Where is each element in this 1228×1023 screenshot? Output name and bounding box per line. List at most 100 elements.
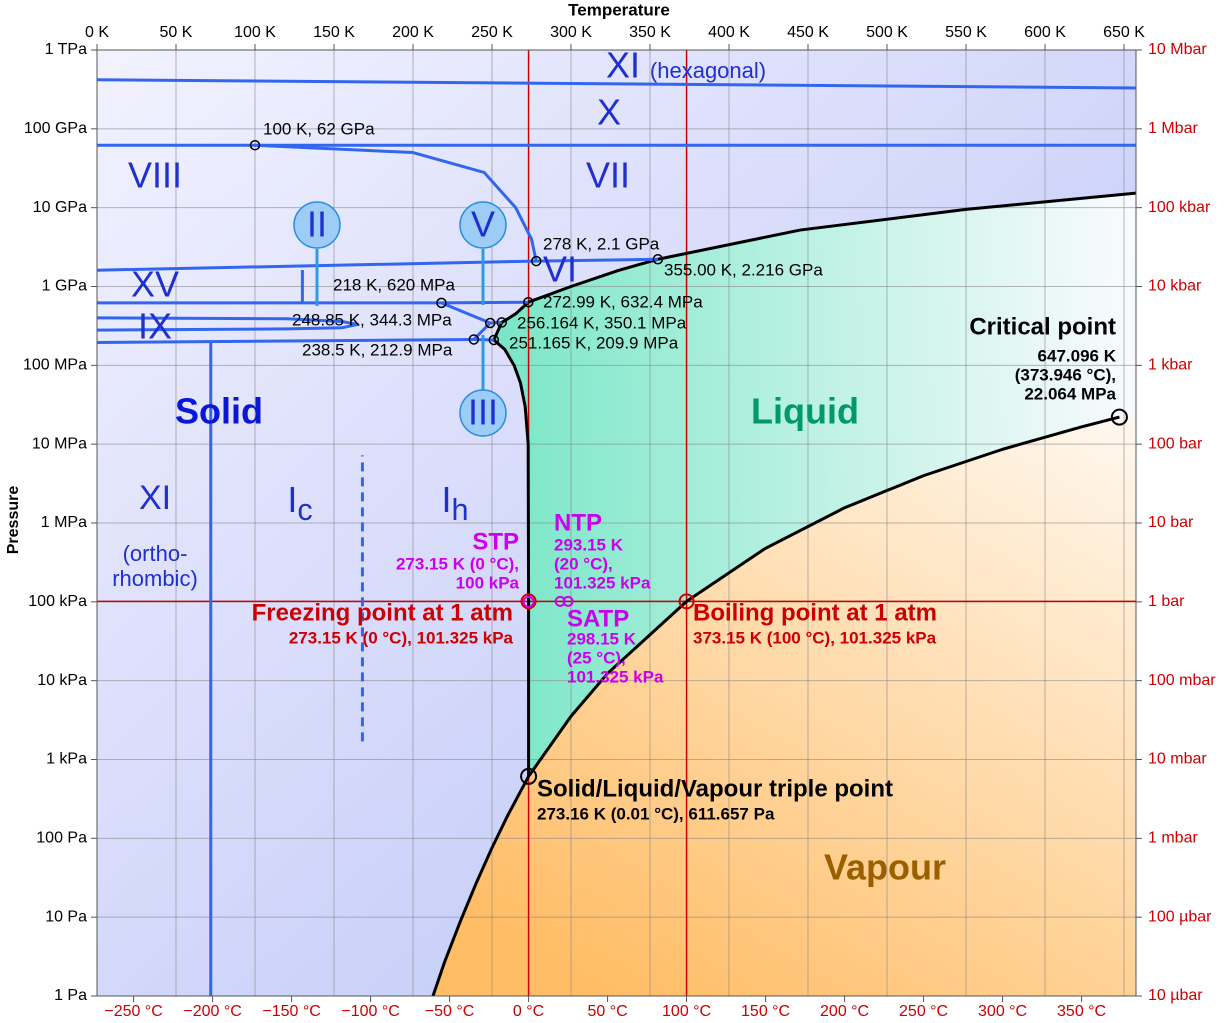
y-tick-label: 1 Pa <box>54 987 87 1004</box>
point-label: 218 K, 620 MPa <box>333 275 455 294</box>
special-point-detail: 373.15 K (100 °C), 101.325 kPa <box>693 628 937 647</box>
special-point-detail: 298.15 K <box>567 629 637 648</box>
y2-tick-label: 1 bar <box>1148 593 1185 610</box>
x-tick-label: 300 K <box>550 24 592 41</box>
region-label: VIII <box>128 155 182 196</box>
y-tick-label: 10 MPa <box>32 435 87 452</box>
x-tick-label: 0 K <box>85 24 109 41</box>
special-point <box>554 595 566 607</box>
special-point-detail: 100 kPa <box>456 573 520 592</box>
x2-tick-label: −200 °C <box>183 1003 241 1020</box>
special-point-name: NTP <box>554 509 602 536</box>
y-tick-label: 1 TPa <box>45 41 88 58</box>
phase-boundary <box>472 321 492 341</box>
x-tick-label: 600 K <box>1024 24 1066 41</box>
region-label: Vapour <box>824 847 946 888</box>
region-label: Ic <box>287 479 312 528</box>
y-tick-label: 100 Pa <box>36 830 87 847</box>
special-point-detail: (373.946 °C), <box>1015 365 1116 384</box>
y-tick-label: 1 GPa <box>42 278 87 295</box>
point-label: 251.165 K, 209.9 MPa <box>509 333 679 352</box>
region-label: Solid <box>175 391 263 432</box>
x2-tick-label: −50 °C <box>425 1003 475 1020</box>
phase-boundary <box>97 78 1136 90</box>
y-tick-label: 1 MPa <box>41 514 87 531</box>
x-axis-title: Temperature <box>568 0 670 19</box>
region-label-main: I <box>441 479 451 520</box>
plot-area <box>97 50 1136 996</box>
x2-tick-label: 150 °C <box>741 1003 790 1020</box>
phase-boundary <box>527 415 1120 778</box>
x-tick-label: 450 K <box>787 24 829 41</box>
special-point-detail: (25 °C), <box>567 648 626 667</box>
special-point-name: Freezing point at 1 atm <box>252 599 513 626</box>
region-label: Liquid <box>751 391 859 432</box>
x-tick-label: 150 K <box>313 24 355 41</box>
region-label: IX <box>138 306 172 347</box>
special-point <box>1110 408 1128 426</box>
y2-tick-label: 10 µbar <box>1148 987 1203 1004</box>
region-label: XI <box>606 45 640 86</box>
region-label: (ortho- <box>123 541 188 566</box>
y-tick-label: 10 Pa <box>45 908 87 925</box>
region-label: V <box>471 204 495 245</box>
x2-tick-label: −150 °C <box>262 1003 320 1020</box>
special-point <box>522 595 535 608</box>
x2-tick-label: 250 °C <box>899 1003 948 1020</box>
x2-tick-label: −100 °C <box>341 1003 399 1020</box>
transition-point <box>468 334 480 345</box>
transition-point <box>484 317 496 329</box>
x2-tick-label: 50 °C <box>587 1003 627 1020</box>
special-point-detail: 273.15 K (0 °C), <box>396 554 519 573</box>
x2-tick-label: 0 °C <box>513 1003 544 1020</box>
y2-tick-label: 1 Mbar <box>1148 120 1198 137</box>
region-label-subscript: h <box>452 493 469 527</box>
phase-boundary <box>97 316 360 332</box>
y-tick-label: 100 MPa <box>23 357 87 374</box>
special-point-name: Critical point <box>969 313 1116 340</box>
y2-tick-label: 1 kbar <box>1148 357 1193 374</box>
region-label: II <box>307 204 327 245</box>
transition-point <box>436 297 447 309</box>
special-point-name: Solid/Liquid/Vapour triple point <box>537 775 893 802</box>
y2-tick-label: 100 kbar <box>1148 199 1211 216</box>
region-label: XI <box>139 479 171 517</box>
special-point <box>678 593 695 610</box>
x2-tick-label: −250 °C <box>104 1003 162 1020</box>
x-tick-label: 100 K <box>234 24 276 41</box>
x-tick-label: 650 K <box>1103 24 1145 41</box>
phase-circle <box>459 201 507 249</box>
x2-tick-label: 100 °C <box>662 1003 711 1020</box>
phase-boundary <box>536 257 658 263</box>
y2-tick-label: 10 kbar <box>1148 278 1202 295</box>
x-tick-label: 550 K <box>945 24 987 41</box>
phase-circle <box>293 201 341 249</box>
transition-point <box>530 255 542 267</box>
special-point-detail: 647.096 K <box>1038 346 1117 365</box>
transition-point <box>496 317 507 328</box>
x-tick-label: 500 K <box>866 24 908 41</box>
y2-tick-label: 10 mbar <box>1148 751 1207 768</box>
phase-boundary <box>440 301 491 325</box>
region-label: X <box>597 92 621 133</box>
point-label: 256.164 K, 350.1 MPa <box>517 313 687 332</box>
x-tick-label: 400 K <box>708 24 750 41</box>
x-tick-label: 50 K <box>160 24 193 41</box>
special-point-detail: 22.064 MPa <box>1024 384 1116 403</box>
region-label: Ih <box>441 479 468 528</box>
region-label: III <box>468 392 498 433</box>
special-point-name: STP <box>472 528 519 555</box>
y2-tick-label: 10 bar <box>1148 514 1194 531</box>
y-tick-label: 10 GPa <box>33 199 87 216</box>
special-point-name: SATP <box>567 605 629 632</box>
special-point-detail: 101.325 kPa <box>554 573 651 592</box>
transition-point <box>652 254 664 265</box>
y-axis-title: Pressure <box>5 486 22 555</box>
region-label: XV <box>131 264 179 305</box>
special-point <box>520 767 538 785</box>
y-tick-label: 10 kPa <box>37 672 87 689</box>
y2-tick-label: 100 mbar <box>1148 672 1216 689</box>
